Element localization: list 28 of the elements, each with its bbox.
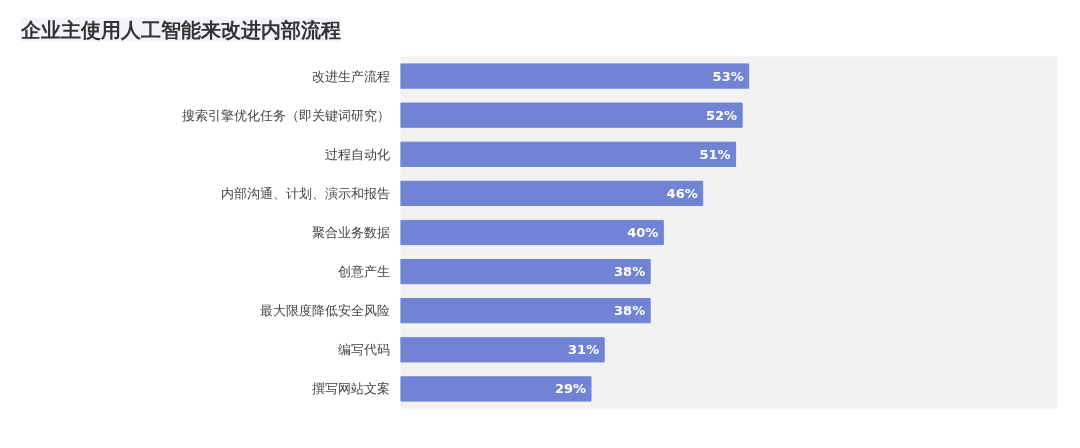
bar [400, 180, 704, 207]
y-tick-label: 撰写网站文案 [311, 381, 390, 397]
y-tick-label: 编写代码 [337, 342, 390, 358]
data-label: 31% [568, 342, 600, 358]
bar [400, 258, 651, 285]
data-label: 46% [666, 185, 698, 201]
data-label: 51% [699, 146, 731, 162]
y-tick-label: 创意产生 [337, 264, 390, 280]
y-tick-label: 内部沟通、计划、演示和报告 [220, 185, 390, 201]
y-tick-label: 聚合业务数据 [311, 225, 390, 240]
text: 企业主使用人工智能来改进内部流程 [19, 17, 341, 42]
y-tick-label: 最大限度降低安全风险 [259, 303, 390, 319]
bar [400, 376, 592, 402]
y-tick-label: 过程自动化 [324, 146, 390, 162]
bar [400, 63, 750, 89]
bar [400, 219, 664, 246]
bar [400, 298, 651, 324]
bar [400, 141, 737, 167]
y-tick-label: 改进生产流程 [311, 68, 390, 84]
bar [400, 102, 743, 128]
data-label: 40% [627, 225, 659, 240]
data-label: 38% [614, 303, 646, 319]
data-label: 38% [614, 264, 646, 280]
y-tick-label: 搜索引擎优化任务（即关键词研究） [181, 107, 390, 123]
bar [400, 337, 605, 363]
data-label: 53% [712, 68, 744, 84]
data-label: 52% [706, 107, 738, 123]
data-label: 29% [554, 381, 587, 397]
